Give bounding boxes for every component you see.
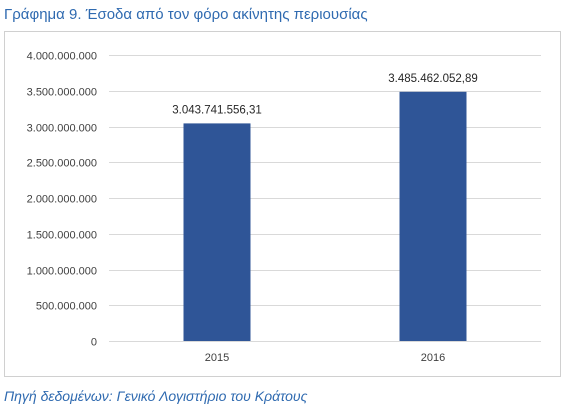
x-tick-label: 2016 <box>421 352 445 364</box>
source-note: Πηγή δεδομένων: Γενικό Λογιστήριο του Κρ… <box>4 388 308 404</box>
y-tick-label: 4.000.000.000 <box>27 51 97 63</box>
data-label: 3.043.741.556,31 <box>172 104 262 116</box>
bars <box>183 91 467 342</box>
x-axis-tick-labels: 2015 2016 <box>205 352 445 364</box>
y-tick-label: 0 <box>91 337 97 349</box>
bar-2015 <box>183 123 251 342</box>
y-axis-tick-labels: 0 500.000.000 1.000.000.000 1.500.000.000 2.… <box>27 51 97 349</box>
y-tick-label: 3.500.000.000 <box>27 87 97 99</box>
y-tick-label: 2.000.000.000 <box>27 194 97 206</box>
gridlines <box>109 55 541 342</box>
bar-2016 <box>399 91 467 341</box>
x-tick-label: 2015 <box>205 352 229 364</box>
bar-chart: 0 500.000.000 1.000.000.000 1.500.000.000 2.… <box>27 51 541 364</box>
data-labels: 3.043.741.556,31 3.485.462.052,89 <box>172 73 478 117</box>
y-tick-label: 1.000.000.000 <box>27 266 97 278</box>
y-tick-label: 1.500.000.000 <box>27 230 97 242</box>
figure-title: Γράφημα 9. Έσοδα από τον φόρο ακίνητης π… <box>4 6 368 23</box>
y-tick-label: 3.000.000.000 <box>27 123 97 135</box>
y-tick-label: 500.000.000 <box>36 301 97 313</box>
chart-frame: 0 500.000.000 1.000.000.000 1.500.000.000 2.… <box>4 31 561 377</box>
data-label: 3.485.462.052,89 <box>388 73 478 85</box>
y-tick-label: 2.500.000.000 <box>27 158 97 170</box>
